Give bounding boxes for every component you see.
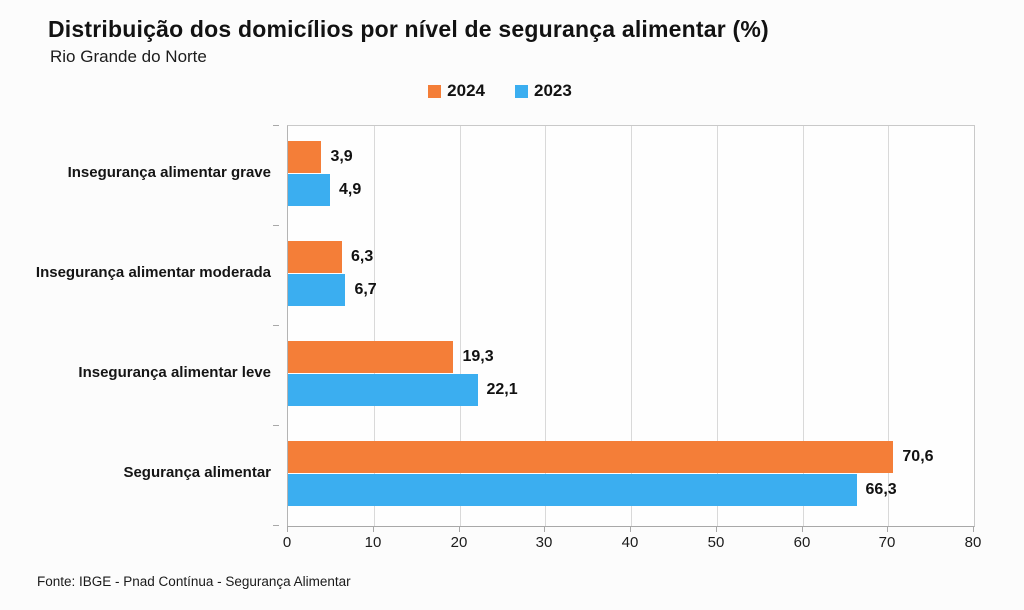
x-tick-label-20: 20 bbox=[450, 534, 468, 551]
x-axis-tick bbox=[630, 526, 631, 532]
value-label-2024-4: 70,6 bbox=[902, 448, 934, 465]
value-label-2023-2: 6,7 bbox=[354, 281, 377, 298]
y-axis-labels: Insegurança alimentar grave Insegurança a… bbox=[0, 125, 279, 526]
bar-2023-3 bbox=[288, 374, 478, 406]
y-axis-tick bbox=[273, 225, 279, 226]
grid-line-30 bbox=[545, 126, 546, 526]
grid-line-50 bbox=[717, 126, 718, 526]
value-label-2024-1: 3,9 bbox=[330, 148, 353, 165]
legend-item-2023: 2023 bbox=[515, 81, 572, 101]
legend-item-2024: 2024 bbox=[428, 81, 485, 101]
page-subtitle: Rio Grande do Norte bbox=[50, 47, 207, 66]
category-label: Insegurança alimentar grave bbox=[67, 164, 271, 181]
x-axis-tick bbox=[887, 526, 888, 532]
x-axis-tick bbox=[544, 526, 545, 532]
bar-2024-1 bbox=[288, 141, 322, 173]
x-tick-label-60: 60 bbox=[793, 534, 811, 551]
legend-label-2023: 2023 bbox=[534, 81, 572, 100]
x-axis-tick bbox=[802, 526, 803, 532]
bar-2023-1 bbox=[288, 174, 331, 206]
grid-line-20 bbox=[460, 126, 461, 526]
legend: 2024 2023 bbox=[0, 81, 1000, 101]
bar-2024-4 bbox=[288, 441, 894, 473]
x-axis: 0 10 20 30 40 50 60 70 80 bbox=[283, 526, 981, 566]
value-label-2024-3: 19,3 bbox=[462, 348, 494, 365]
source-note: Fonte: IBGE - Pnad Contínua - Segurança … bbox=[37, 574, 351, 589]
x-axis-tick bbox=[459, 526, 460, 532]
y-axis-tick bbox=[273, 325, 279, 326]
grid-line-10 bbox=[374, 126, 375, 526]
legend-label-2024: 2024 bbox=[447, 81, 485, 100]
value-label-2023-3: 22,1 bbox=[486, 381, 518, 398]
plot-area: 3,9 4,9 6,3 6,7 19,3 22,1 70,6 66,3 bbox=[287, 125, 975, 527]
y-axis-tick bbox=[273, 425, 279, 426]
page-title: Distribuição dos domicílios por nível de… bbox=[48, 16, 769, 42]
x-tick-label-40: 40 bbox=[621, 534, 639, 551]
x-axis-tick bbox=[973, 526, 974, 532]
value-label-2023-1: 4,9 bbox=[339, 181, 362, 198]
x-axis-tick bbox=[373, 526, 374, 532]
x-tick-label-70: 70 bbox=[878, 534, 896, 551]
x-tick-label-30: 30 bbox=[535, 534, 553, 551]
y-axis-tick bbox=[273, 125, 279, 126]
x-tick-label-50: 50 bbox=[707, 534, 725, 551]
legend-swatch-2023 bbox=[515, 84, 528, 98]
bar-2023-2 bbox=[288, 274, 346, 306]
category-label: Insegurança alimentar leve bbox=[78, 364, 271, 381]
grid-line-70 bbox=[888, 126, 889, 526]
value-label-2024-2: 6,3 bbox=[351, 248, 374, 265]
category-label: Segurança alimentar bbox=[123, 464, 271, 481]
bar-2023-4 bbox=[288, 474, 857, 506]
x-axis-tick bbox=[716, 526, 717, 532]
grid-line-40 bbox=[631, 126, 632, 526]
y-axis-tick bbox=[273, 525, 279, 526]
x-axis-tick bbox=[287, 526, 288, 532]
x-tick-label-80: 80 bbox=[964, 534, 982, 551]
category-label: Insegurança alimentar moderada bbox=[35, 264, 271, 281]
bar-2024-2 bbox=[288, 241, 343, 273]
bar-2024-3 bbox=[288, 341, 454, 373]
legend-swatch-2024 bbox=[428, 84, 442, 98]
x-tick-label-10: 10 bbox=[364, 534, 382, 551]
grid-line-60 bbox=[803, 126, 804, 526]
value-label-2023-4: 66,3 bbox=[865, 481, 897, 498]
x-tick-label-0: 0 bbox=[282, 534, 292, 551]
